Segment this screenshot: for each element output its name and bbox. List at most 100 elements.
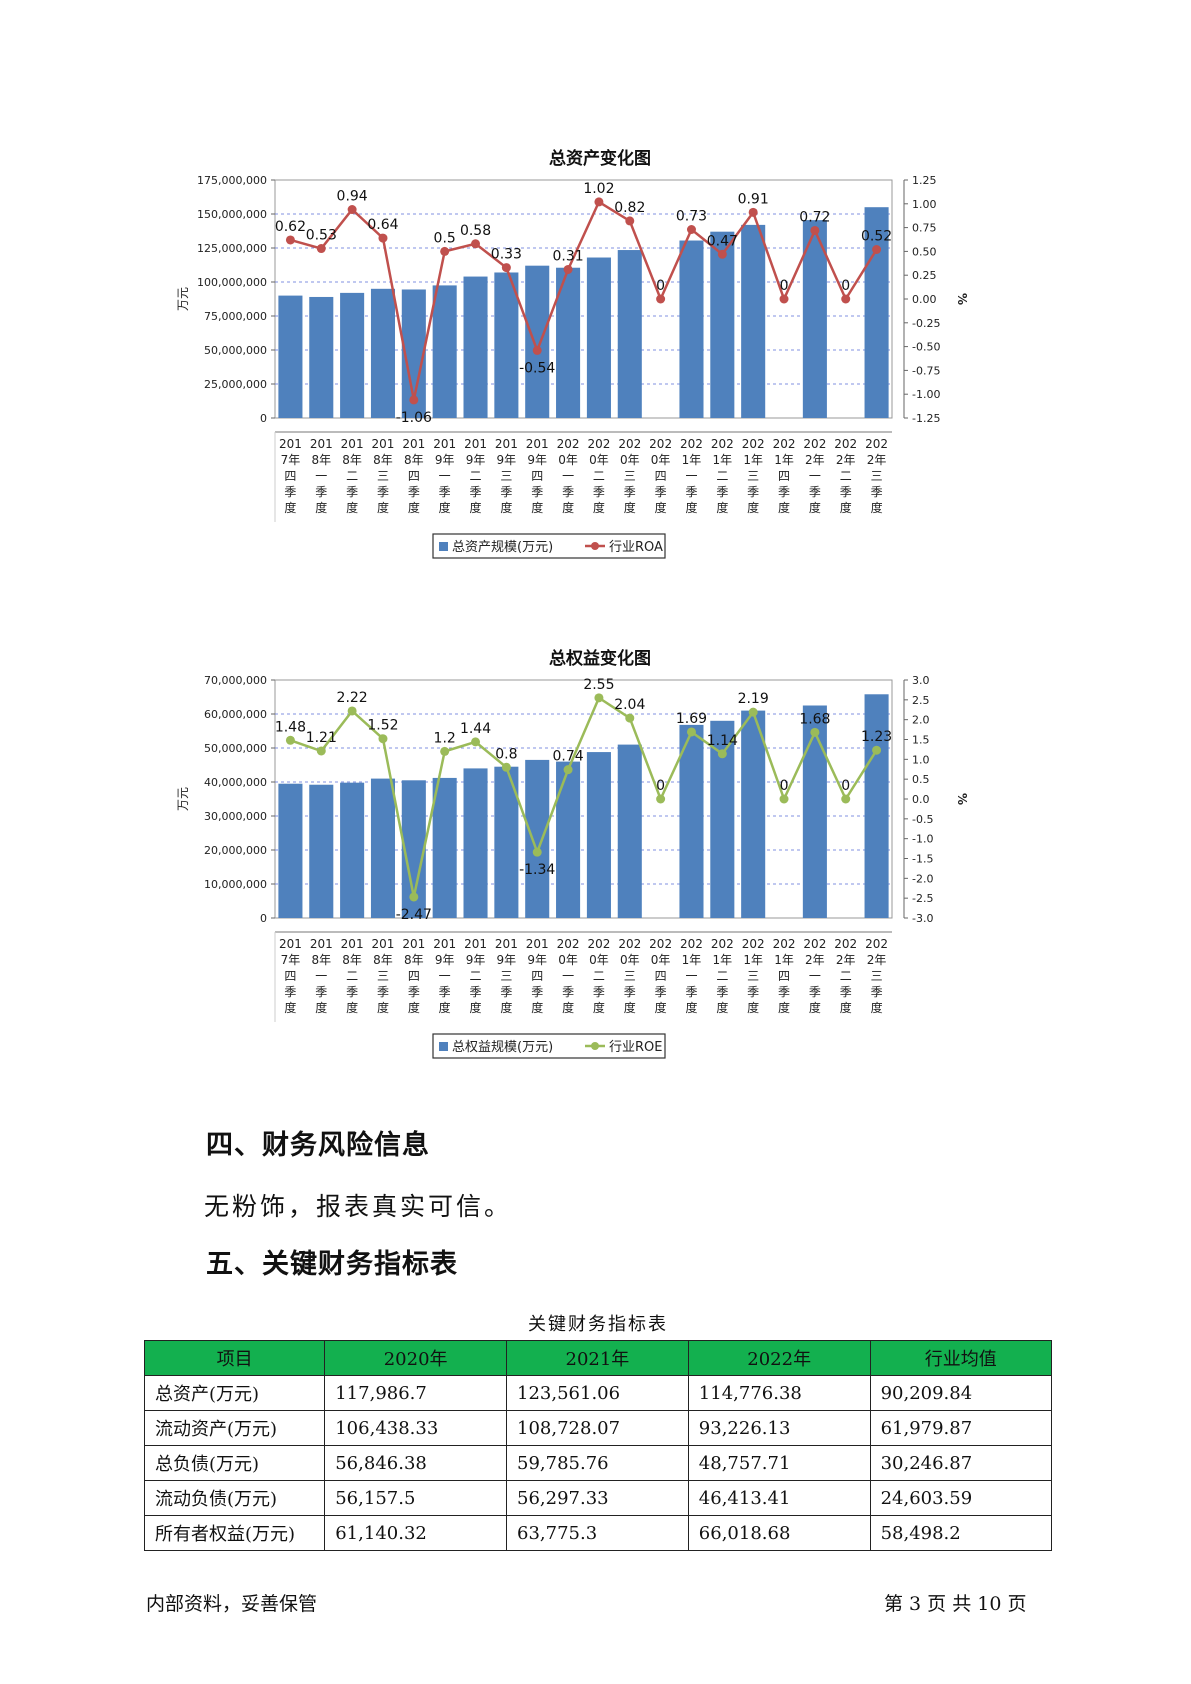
right-tick-label: 0.75 bbox=[912, 222, 937, 235]
category-label: 度 bbox=[531, 1000, 543, 1015]
left-tick-label: 30,000,000 bbox=[204, 810, 267, 823]
line-point bbox=[872, 745, 882, 755]
right-axis-title: % bbox=[955, 293, 969, 305]
chart-title: 总资产变化图 bbox=[549, 149, 651, 169]
category-label: 0年 bbox=[558, 453, 578, 467]
category-label: 一 bbox=[315, 469, 327, 483]
legend-line-label: 行业ROE bbox=[609, 1040, 662, 1055]
line-point bbox=[779, 794, 789, 804]
category-label: 201 bbox=[341, 437, 364, 451]
category-label: 季 bbox=[346, 485, 358, 499]
category-label: 1年 bbox=[774, 453, 794, 467]
table-cell: 108,728.07 bbox=[506, 1410, 689, 1446]
data-label: 1.68 bbox=[799, 711, 830, 727]
legend-box bbox=[432, 533, 666, 559]
bar bbox=[340, 292, 365, 418]
category-label: 四 bbox=[778, 469, 790, 483]
category-label: 季 bbox=[778, 985, 790, 999]
category-label: 季 bbox=[284, 985, 296, 999]
category-label: 度 bbox=[500, 1000, 512, 1015]
category-label: 1年 bbox=[743, 453, 763, 467]
line-point bbox=[471, 239, 481, 249]
category-label: 二 bbox=[716, 469, 728, 483]
category-label: 一 bbox=[685, 969, 697, 983]
chart-title: 总权益变化图 bbox=[549, 649, 651, 669]
category-label: 季 bbox=[624, 985, 636, 999]
category-label: 季 bbox=[562, 985, 574, 999]
category-label: 一 bbox=[809, 469, 821, 483]
category-label: 四 bbox=[408, 969, 420, 983]
category-label: 一 bbox=[439, 969, 451, 983]
category-label: 2年 bbox=[805, 953, 825, 967]
line-point bbox=[440, 746, 450, 756]
line-point bbox=[625, 216, 635, 226]
category-label: 0年 bbox=[589, 453, 609, 467]
bar bbox=[617, 250, 642, 418]
risk-section-text: 无粉饰，报表真实可信。 bbox=[204, 1192, 513, 1221]
category-label: 9年 bbox=[527, 953, 547, 967]
right-tick-label: -0.75 bbox=[912, 364, 940, 377]
category-label: 9年 bbox=[527, 453, 547, 467]
legend-bar-swatch bbox=[439, 1042, 448, 1051]
column-header: 行业均值 bbox=[869, 1340, 1053, 1376]
category-label: 季 bbox=[470, 985, 482, 999]
category-label: 季 bbox=[685, 485, 697, 499]
line-point bbox=[748, 207, 758, 217]
line-point bbox=[841, 794, 851, 804]
category-label: 度 bbox=[685, 1000, 697, 1015]
bar bbox=[432, 777, 457, 918]
data-label: 0.52 bbox=[861, 228, 892, 244]
category-label: 季 bbox=[624, 485, 636, 499]
data-label: 0.82 bbox=[614, 200, 645, 216]
right-tick-label: 3.0 bbox=[912, 674, 930, 687]
line-point bbox=[347, 706, 357, 716]
table-row: 流动资产(万元) 106,438.33 108,728.07 93,226.13… bbox=[143, 1410, 1053, 1446]
category-label: 202 bbox=[865, 437, 888, 451]
category-label: 季 bbox=[439, 485, 451, 499]
category-label: 1年 bbox=[682, 453, 702, 467]
category-label: 季 bbox=[470, 485, 482, 499]
right-tick-label: 1.0 bbox=[912, 753, 930, 766]
table-cell: 123,561.06 bbox=[506, 1375, 689, 1411]
category-label: 9年 bbox=[466, 953, 486, 967]
category-label: 0年 bbox=[651, 453, 671, 467]
bar bbox=[463, 276, 488, 418]
data-label: 0.72 bbox=[799, 209, 830, 225]
left-tick-label: 75,000,000 bbox=[204, 310, 267, 323]
category-label: 四 bbox=[284, 469, 296, 483]
left-tick-label: 10,000,000 bbox=[204, 878, 267, 891]
column-header: 项目 bbox=[143, 1340, 326, 1376]
category-label: 201 bbox=[433, 437, 456, 451]
category-label: 度 bbox=[716, 1000, 728, 1015]
category-label: 度 bbox=[778, 1000, 790, 1015]
category-label: 度 bbox=[315, 500, 327, 515]
data-label: 0.91 bbox=[738, 191, 769, 207]
category-label: 三 bbox=[747, 969, 759, 983]
category-label: 季 bbox=[778, 485, 790, 499]
category-label: 201 bbox=[464, 937, 487, 951]
left-tick-label: 175,000,000 bbox=[197, 174, 267, 187]
right-tick-label: -0.50 bbox=[912, 341, 940, 354]
line-point bbox=[656, 294, 666, 304]
category-label: 1年 bbox=[774, 953, 794, 967]
category-label: 二 bbox=[346, 469, 358, 483]
bar bbox=[864, 694, 889, 918]
category-label: 季 bbox=[531, 985, 543, 999]
data-label: 1.69 bbox=[676, 711, 707, 727]
category-label: 季 bbox=[593, 485, 605, 499]
category-label: 201 bbox=[372, 437, 395, 451]
data-label: 0 bbox=[656, 778, 665, 794]
legend-line-marker bbox=[591, 1042, 599, 1050]
line-point bbox=[779, 294, 789, 304]
table-cell: 90,209.84 bbox=[869, 1375, 1053, 1411]
legend-bar-label: 总资产规模(万元) bbox=[452, 540, 553, 555]
category-label: 度 bbox=[439, 500, 451, 515]
category-label: 三 bbox=[624, 969, 636, 983]
left-tick-label: 100,000,000 bbox=[197, 276, 267, 289]
category-label: 8年 bbox=[373, 953, 393, 967]
category-label: 202 bbox=[773, 437, 796, 451]
category-label: 度 bbox=[500, 500, 512, 515]
table-cell: 总资产(万元) bbox=[143, 1375, 326, 1411]
category-label: 201 bbox=[526, 937, 549, 951]
category-label: 202 bbox=[649, 937, 672, 951]
